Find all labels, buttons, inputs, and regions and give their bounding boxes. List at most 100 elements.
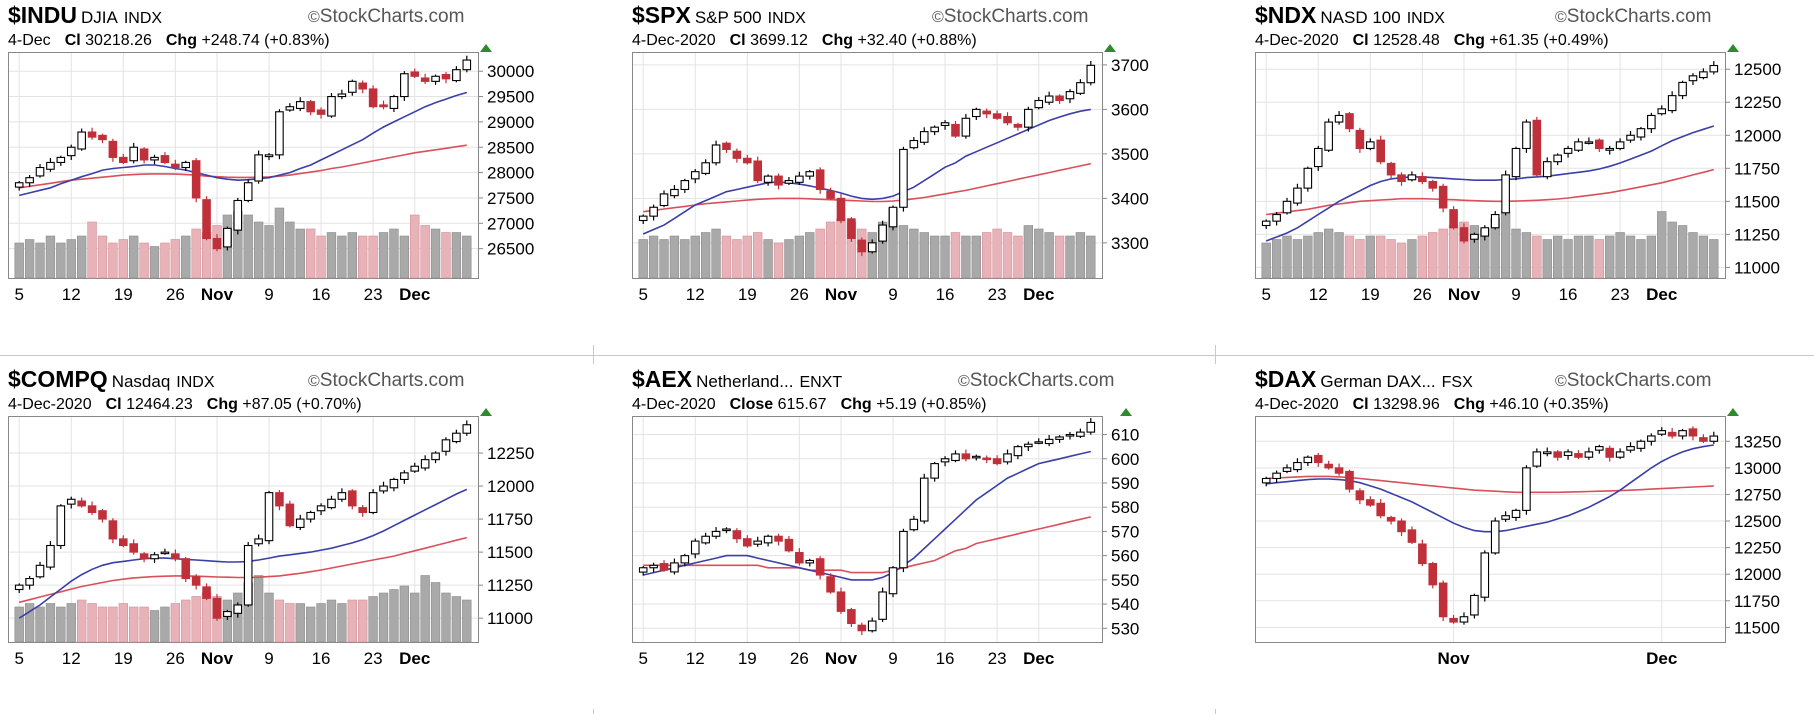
candle-body [1438,185,1448,209]
volume-bar [66,239,76,279]
candle-body [1024,443,1033,448]
change-label: Chg [1453,32,1485,49]
candle-body [368,492,378,514]
moving-average-long-line [643,162,1091,213]
volume-bar [97,235,108,279]
y-tick-label: 3600 [1111,100,1149,119]
candle-body [1334,467,1344,474]
volume-bar [1542,239,1552,279]
candle-body [930,463,939,479]
volume-bar [316,235,326,279]
volume-bar [191,228,201,279]
candle-body [742,157,752,164]
change-label: Chg [1453,396,1485,413]
candle-body [1647,435,1656,442]
candle-body [306,511,315,520]
candle-body [1563,451,1573,457]
volume-bar [420,225,430,279]
chart-panel-ndx[interactable]: $NDX NASD 100 INDX ©StockCharts.com 4-Dec-20… [1255,0,1814,345]
candle-body [1365,141,1375,150]
y-tick-label: 550 [1111,571,1139,590]
candle-body [1055,95,1064,102]
volume-bar [1282,235,1292,279]
brand-name: StockCharts.com [969,370,1115,391]
volume-bar [441,232,451,279]
candle-body [847,609,856,625]
candle-body [1594,139,1604,150]
x-tick-label: 12 [62,649,81,668]
candle-body [295,101,305,109]
moving-average-short-line [642,108,1091,235]
y-tick-label: 590 [1111,474,1139,493]
candle-body [223,227,232,248]
volume-bar [420,575,430,643]
candle-body [452,432,461,443]
candle-body [878,591,887,620]
volume-bar [1709,239,1719,279]
candle-body [1386,162,1396,176]
candle-body [56,505,66,547]
candle-body [680,555,690,564]
volume-bar [1573,235,1584,279]
candle-body [1636,128,1646,138]
panel-divider [1215,0,1216,714]
candle-body [14,584,24,591]
y-tick-label: 11250 [1734,225,1780,244]
y-tick-label: 27500 [487,189,534,208]
chart-panel-indu[interactable]: $INDU DJIA INDX ©StockCharts.com 4-Dec Cl 302… [8,0,598,345]
candle-body [982,457,992,461]
candle-body [1065,91,1075,100]
index-name: DJIA [81,8,118,27]
candle-body [150,156,159,161]
y-tick-label: 3500 [1111,145,1149,164]
candle-body [1034,441,1044,444]
candle-body [1688,75,1698,82]
volume-bar [648,235,659,279]
chart-panel-spx[interactable]: $SPX S&P 500 INDX ©StockCharts.com 4-Dec-202… [632,0,1222,345]
volume-bar [950,232,961,279]
volume-bar [1075,232,1086,279]
candle-body [1709,435,1719,442]
candle-body [659,563,669,571]
quote-info: 4-Dec-2020 Cl 12528.48 Chg +61.35 (+0.49%) [1255,32,1609,50]
candle-body [899,530,908,569]
y-tick-label: 12500 [1734,512,1781,531]
volume-bar [253,575,264,643]
brand-label: ©StockCharts.com [1555,370,1711,392]
exchange-label: INDX [123,10,163,27]
close-value: 30218.26 [85,32,152,49]
candle-body [46,161,55,170]
y-tick-label: 12250 [1734,539,1781,558]
moving-average-short-line [18,488,468,619]
volume-bar [1459,221,1469,279]
volume-bar [1428,232,1438,279]
close-label: Cl [729,32,746,49]
volume-bar [732,239,742,279]
volume-bar [462,235,472,279]
change-value: +61.35 (+0.49%) [1489,32,1609,49]
candle-body [1334,114,1344,123]
volume-bar [337,603,347,643]
candle-body [1626,134,1635,141]
chart-panel-dax[interactable]: $DAX German DAX... FSX ©StockCharts.com 4-De… [1255,364,1814,709]
candle-body [971,455,981,459]
candle-body [1574,453,1583,458]
candle-body [347,490,357,507]
volume-bar [191,596,201,643]
volume-bar [181,599,191,643]
exchange-label: INDX [176,374,215,391]
candle-body [441,439,451,452]
candle-body [358,507,368,514]
candle-body [1626,446,1635,451]
candle-body [285,503,295,527]
candle-body [784,180,794,184]
volume-bar [721,235,732,279]
chart-title: $NDX NASD 100 INDX [1255,2,1445,29]
chart-panel-aex[interactable]: $AEX Netherland... ENXT ©StockCharts.com 4-D… [632,364,1222,709]
x-tick-label: 23 [1611,285,1630,304]
volume-bar [1469,225,1480,279]
chart-panel-compq[interactable]: $COMPQ Nasdaq INDX ©StockCharts.com 4-Dec-20… [8,364,598,709]
candle-body [1407,529,1417,543]
candle-body [202,199,211,240]
candle-body [139,553,149,560]
